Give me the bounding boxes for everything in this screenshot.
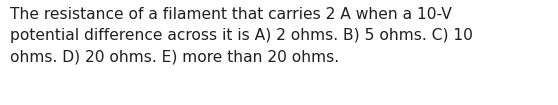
Text: The resistance of a filament that carries 2 A when a 10-V
potential difference a: The resistance of a filament that carrie… [10,7,473,64]
